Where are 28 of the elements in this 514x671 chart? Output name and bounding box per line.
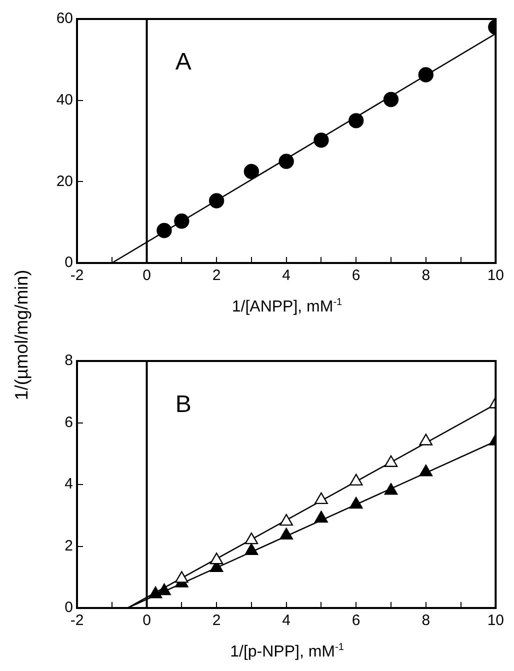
x-tick-label: 4 xyxy=(282,267,290,284)
y-tick-label: 20 xyxy=(56,172,73,190)
x-tick-label: 10 xyxy=(487,612,504,630)
y-tick-label: 40 xyxy=(56,91,73,108)
y-tick-label: 60 xyxy=(56,10,73,28)
x-tick-label: 0 xyxy=(142,612,151,630)
x-tick-label: -2 xyxy=(70,267,84,284)
x-axis-title: 1/[ANPP], mM$^{-1}$ xyxy=(230,297,344,316)
annotation: B xyxy=(175,391,192,418)
y-tick-label: 0 xyxy=(64,254,73,272)
y-tick-label: 0 xyxy=(64,599,73,616)
y-tick-label: 6 xyxy=(64,414,73,431)
x-tick-label: 6 xyxy=(352,612,360,630)
x-tick-label: 0 xyxy=(142,267,151,284)
y-tick-label: 4 xyxy=(64,476,73,493)
x-tick-label: 8 xyxy=(422,612,430,630)
x-tick-label: 4 xyxy=(282,612,290,630)
y-axis-title: 1/(µmol/mg/min) xyxy=(12,270,32,400)
x-tick-label: 8 xyxy=(422,267,430,284)
y-tick-label: 8 xyxy=(64,352,73,370)
annotation: A xyxy=(175,48,192,76)
x-axis-title: 1/[p-NPP], mM$^{-1}$ xyxy=(229,642,345,662)
x-tick-label: 6 xyxy=(352,267,360,284)
x-tick-label: 2 xyxy=(212,612,221,630)
x-tick-label: -2 xyxy=(70,612,84,630)
x-tick-label: 10 xyxy=(487,267,504,284)
y-tick-label: 2 xyxy=(64,537,73,554)
x-tick-label: 2 xyxy=(212,267,221,284)
